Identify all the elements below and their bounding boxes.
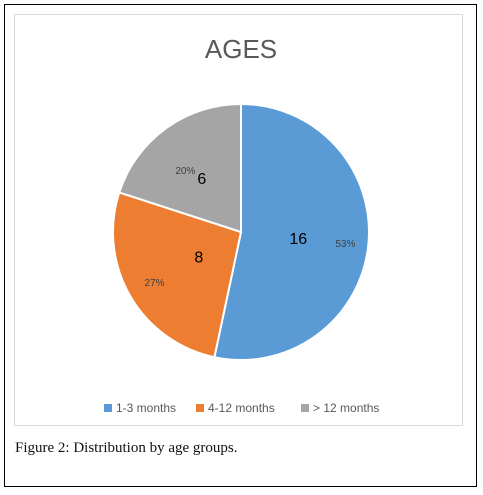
slice-percent-label-3: 20% [175,166,195,177]
chart-area [14,14,463,426]
legend-swatch-2 [196,404,204,412]
legend-label-2: 4-12 months [208,401,275,415]
slice-percent-label-2: 27% [145,278,165,289]
legend-swatch-3 [301,404,309,412]
legend-label-1: 1-3 months [116,401,176,415]
chart-title: AGES [205,34,277,64]
slice-value-label-1: 16 [289,231,307,248]
slice-value-label-3: 6 [197,171,206,188]
figure-frame [4,4,477,487]
figure-caption: Figure 2: Distribution by age groups. [15,440,238,456]
slice-value-label-2: 8 [194,249,203,266]
pie-slice-1 [213,102,370,361]
pie-slice-3 [118,102,242,234]
slice-percent-label-1: 53% [335,239,355,250]
pie-slice-2 [112,191,243,359]
legend-label-3: > 12 months [313,401,379,415]
legend-swatch-1 [104,404,112,412]
